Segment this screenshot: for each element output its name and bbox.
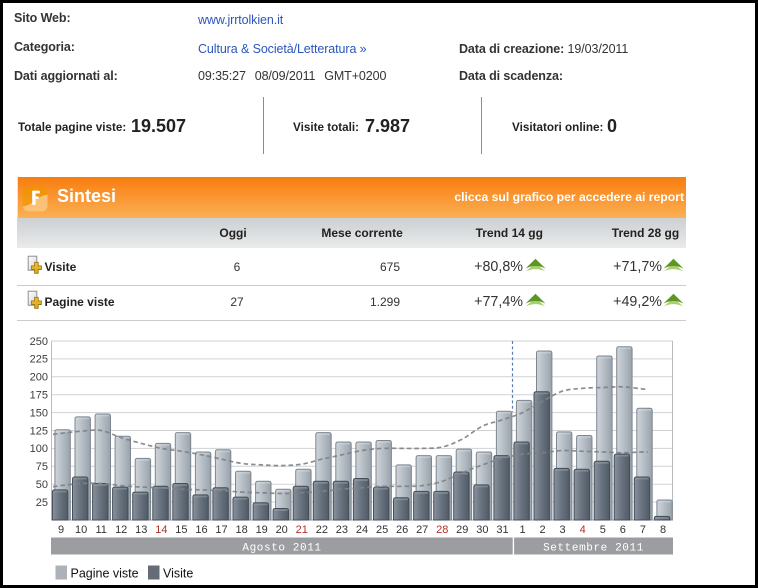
svg-text:16: 16 [195, 524, 207, 536]
svg-text:15: 15 [175, 524, 187, 536]
svg-text:9: 9 [58, 524, 64, 536]
svg-text:Agosto 2011: Agosto 2011 [242, 543, 321, 555]
svg-text:19: 19 [256, 524, 268, 536]
svg-text:14: 14 [155, 524, 167, 536]
svg-text:24: 24 [356, 524, 368, 536]
svg-text:31: 31 [496, 524, 508, 536]
svg-text:13: 13 [135, 524, 147, 536]
svg-text:Visite: Visite [163, 567, 193, 581]
svg-text:27: 27 [416, 524, 428, 536]
svg-text:2: 2 [540, 524, 546, 536]
svg-text:20: 20 [276, 524, 288, 536]
svg-text:25: 25 [376, 524, 388, 536]
svg-text:125: 125 [30, 425, 48, 437]
svg-text:250: 250 [30, 336, 48, 348]
svg-text:1: 1 [519, 524, 525, 536]
svg-text:29: 29 [456, 524, 468, 536]
svg-text:Pagine viste: Pagine viste [71, 567, 139, 581]
svg-text:21: 21 [296, 524, 308, 536]
svg-text:50: 50 [36, 479, 48, 491]
svg-text:200: 200 [30, 372, 48, 384]
svg-text:18: 18 [235, 524, 247, 536]
svg-text:11: 11 [95, 524, 106, 536]
svg-text:22: 22 [316, 524, 328, 536]
svg-text:5: 5 [600, 524, 606, 536]
svg-text:75: 75 [36, 461, 48, 473]
svg-text:6: 6 [620, 524, 626, 536]
svg-text:8: 8 [660, 524, 666, 536]
svg-text:175: 175 [30, 390, 48, 402]
svg-text:23: 23 [336, 524, 348, 536]
svg-text:100: 100 [30, 443, 48, 455]
svg-text:12: 12 [115, 524, 127, 536]
svg-text:30: 30 [476, 524, 488, 536]
svg-text:3: 3 [560, 524, 566, 536]
svg-text:7: 7 [640, 524, 646, 536]
svg-text:150: 150 [30, 407, 48, 419]
svg-text:10: 10 [75, 524, 87, 536]
svg-text:4: 4 [580, 524, 586, 536]
svg-text:225: 225 [30, 354, 48, 366]
svg-text:25: 25 [36, 497, 48, 509]
svg-text:28: 28 [436, 524, 448, 536]
svg-text:17: 17 [215, 524, 227, 536]
svg-text:26: 26 [396, 524, 408, 536]
svg-text:Settembre 2011: Settembre 2011 [543, 543, 644, 555]
